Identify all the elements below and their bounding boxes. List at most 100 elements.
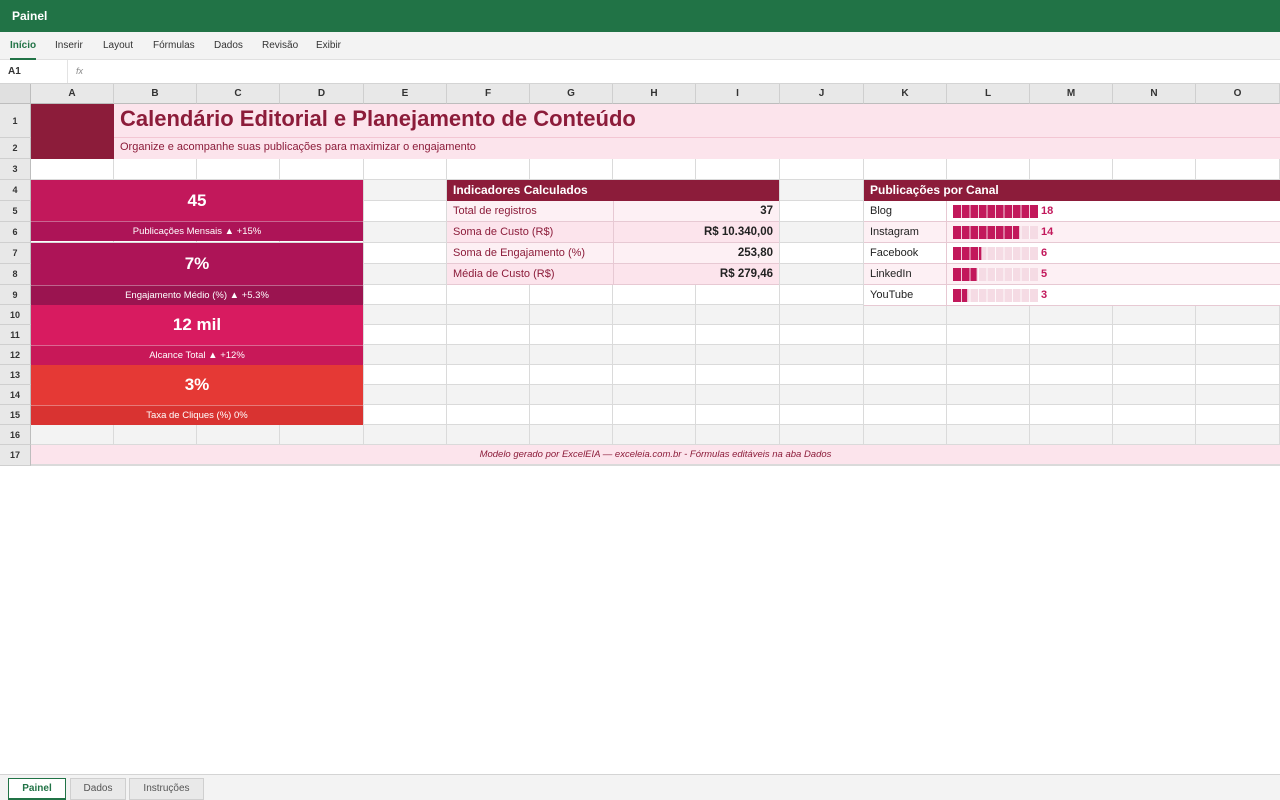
row-header-14[interactable]: 14 xyxy=(0,385,31,405)
cell-j11[interactable] xyxy=(780,325,864,345)
cell-e3[interactable] xyxy=(364,159,447,180)
name-box[interactable]: A1 xyxy=(0,60,68,83)
cell-k10[interactable] xyxy=(864,305,947,325)
cell-f15[interactable] xyxy=(447,405,530,425)
cell-h3[interactable] xyxy=(613,159,696,180)
cell-a3[interactable] xyxy=(31,159,114,180)
column-header-o[interactable]: O xyxy=(1196,84,1280,104)
cell-o14[interactable] xyxy=(1196,385,1280,405)
cell-l12[interactable] xyxy=(947,345,1030,365)
cell-g11[interactable] xyxy=(530,325,613,345)
cell-i12[interactable] xyxy=(696,345,780,365)
cell-e13[interactable] xyxy=(364,365,447,385)
cell-e14[interactable] xyxy=(364,385,447,405)
cell-k13[interactable] xyxy=(864,365,947,385)
cell-l16[interactable] xyxy=(947,425,1030,445)
cell-k14[interactable] xyxy=(864,385,947,405)
row-header-10[interactable]: 10 xyxy=(0,305,31,325)
row-header-13[interactable]: 13 xyxy=(0,365,31,385)
row-header-17[interactable]: 17 xyxy=(0,445,31,466)
cell-a16[interactable] xyxy=(31,425,114,445)
row-header-1[interactable]: 1 xyxy=(0,104,31,138)
column-header-c[interactable]: C xyxy=(197,84,280,104)
row-header-9[interactable]: 9 xyxy=(0,285,31,305)
sheet-tab-instrucoes[interactable]: Instruções xyxy=(129,778,204,800)
cell-f12[interactable] xyxy=(447,345,530,365)
cell-n12[interactable] xyxy=(1113,345,1196,365)
row-header-8[interactable]: 8 xyxy=(0,264,31,285)
cell-e4[interactable] xyxy=(364,180,447,201)
cell-j12[interactable] xyxy=(780,345,864,365)
cell-e12[interactable] xyxy=(364,345,447,365)
cell-o3[interactable] xyxy=(1196,159,1280,180)
cell-m12[interactable] xyxy=(1030,345,1113,365)
cell-o15[interactable] xyxy=(1196,405,1280,425)
indicator-row-media-custo[interactable]: Média de Custo (R$) R$ 279,46 xyxy=(447,264,779,285)
sheet-tab-dados[interactable]: Dados xyxy=(70,778,126,800)
cell-j15[interactable] xyxy=(780,405,864,425)
cell-g10[interactable] xyxy=(530,305,613,325)
cell-g3[interactable] xyxy=(530,159,613,180)
column-header-n[interactable]: N xyxy=(1113,84,1196,104)
cell-h12[interactable] xyxy=(613,345,696,365)
ribbon-tab-dados[interactable]: Dados xyxy=(214,40,243,51)
column-header-a[interactable]: A xyxy=(31,84,114,104)
row-header-7[interactable]: 7 xyxy=(0,243,31,264)
cell-i3[interactable] xyxy=(696,159,780,180)
indicator-row-soma-engajamento[interactable]: Soma de Engajamento (%) 253,80 xyxy=(447,243,779,264)
cell-h11[interactable] xyxy=(613,325,696,345)
cell-j9[interactable] xyxy=(780,285,864,305)
cell-m14[interactable] xyxy=(1030,385,1113,405)
cell-n13[interactable] xyxy=(1113,365,1196,385)
ribbon-tab-inserir[interactable]: Inserir xyxy=(55,40,83,51)
cell-b3[interactable] xyxy=(114,159,197,180)
column-header-e[interactable]: E xyxy=(364,84,447,104)
cell-e7[interactable] xyxy=(364,243,447,264)
cell-i16[interactable] xyxy=(696,425,780,445)
cell-f16[interactable] xyxy=(447,425,530,445)
cell-d16[interactable] xyxy=(280,425,364,445)
cell-i10[interactable] xyxy=(696,305,780,325)
indicator-row-total[interactable]: Total de registros 37 xyxy=(447,201,779,222)
cell-f11[interactable] xyxy=(447,325,530,345)
column-header-f[interactable]: F xyxy=(447,84,530,104)
cell-g12[interactable] xyxy=(530,345,613,365)
cell-i11[interactable] xyxy=(696,325,780,345)
channel-row-linkedin[interactable]: LinkedIn 5 xyxy=(864,264,1280,285)
column-header-k[interactable]: K xyxy=(864,84,947,104)
formula-input[interactable] xyxy=(96,62,1266,81)
cell-g14[interactable] xyxy=(530,385,613,405)
cell-g13[interactable] xyxy=(530,365,613,385)
cell-k3[interactable] xyxy=(864,159,947,180)
cell-j5[interactable] xyxy=(780,201,864,222)
column-header-h[interactable]: H xyxy=(613,84,696,104)
cell-m11[interactable] xyxy=(1030,325,1113,345)
cell-g15[interactable] xyxy=(530,405,613,425)
cell-m10[interactable] xyxy=(1030,305,1113,325)
cell-f10[interactable] xyxy=(447,305,530,325)
cell-o16[interactable] xyxy=(1196,425,1280,445)
cell-j16[interactable] xyxy=(780,425,864,445)
cell-h10[interactable] xyxy=(613,305,696,325)
cell-j4[interactable] xyxy=(780,180,864,201)
cell-b16[interactable] xyxy=(114,425,197,445)
row-header-6[interactable]: 6 xyxy=(0,222,31,243)
row-header-16[interactable]: 16 xyxy=(0,425,31,445)
column-header-l[interactable]: L xyxy=(947,84,1030,104)
cell-e5[interactable] xyxy=(364,201,447,222)
cell-l3[interactable] xyxy=(947,159,1030,180)
channel-row-blog[interactable]: Blog 18 xyxy=(864,201,1280,222)
channel-row-instagram[interactable]: Instagram 14 xyxy=(864,222,1280,243)
cell-o12[interactable] xyxy=(1196,345,1280,365)
cell-m16[interactable] xyxy=(1030,425,1113,445)
cell-j10[interactable] xyxy=(780,305,864,325)
indicator-row-soma-custo[interactable]: Soma de Custo (R$) R$ 10.340,00 xyxy=(447,222,779,243)
ribbon-tab-revisao[interactable]: Revisão xyxy=(262,40,299,51)
row-header-11[interactable]: 11 xyxy=(0,325,31,345)
cell-n3[interactable] xyxy=(1113,159,1196,180)
cell-c16[interactable] xyxy=(197,425,280,445)
cell-j14[interactable] xyxy=(780,385,864,405)
cell-k15[interactable] xyxy=(864,405,947,425)
cell-e6[interactable] xyxy=(364,222,447,243)
cell-j8[interactable] xyxy=(780,264,864,285)
